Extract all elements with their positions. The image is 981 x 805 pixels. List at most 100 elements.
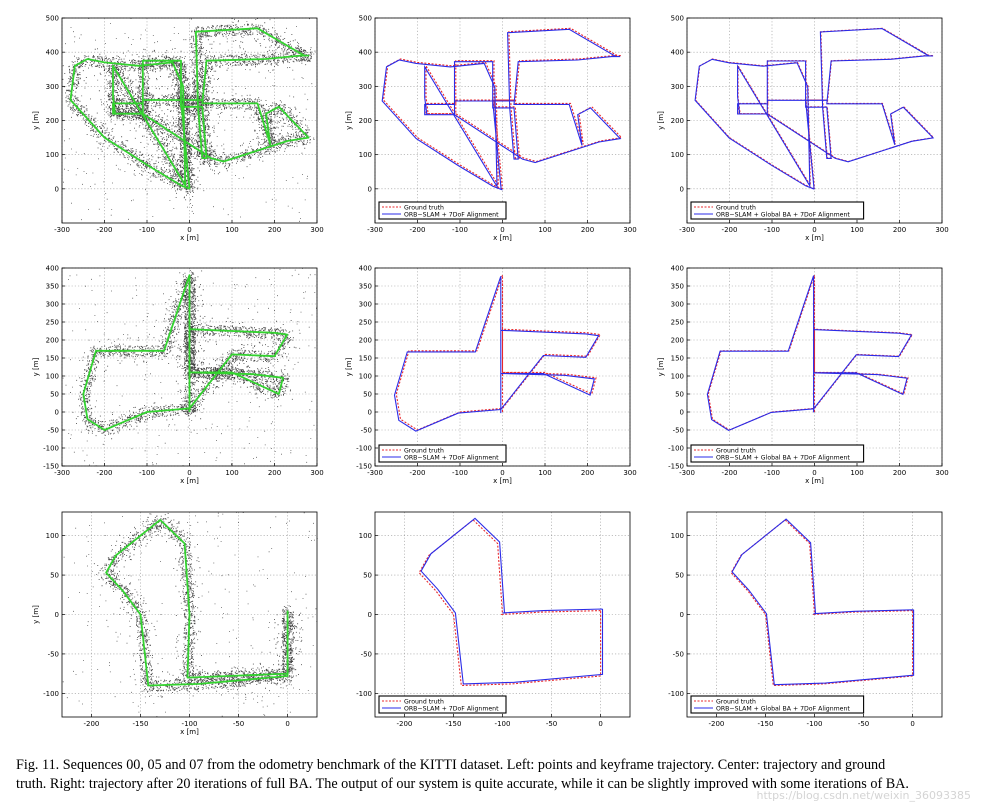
chart-3-ytick-label: 0 [55, 409, 59, 417]
chart-3-ytick-label: 250 [46, 319, 59, 327]
chart-6-xtick-label: -200 [83, 720, 99, 728]
chart-2-ytick-label: 0 [680, 185, 684, 193]
chart-3-ytick-label: 100 [46, 373, 59, 381]
chart-1-xtick-label: 200 [581, 226, 594, 234]
chart-0-xtick-label: 200 [268, 226, 281, 234]
chart-4-xtick-label: 300 [623, 469, 636, 477]
watermark: https://blog.csdn.net/weixin_36093385 [756, 789, 971, 802]
plot-seq00-points: -300 -200 -100 0 100 200 300 0 100 200 300 400 500 x … [32, 15, 324, 243]
chart-5-ytick-label: 150 [671, 355, 684, 363]
chart-8-legend-label-ground-truth: Ground truth [716, 698, 756, 705]
chart-2-xtick-label: 100 [850, 226, 863, 234]
chart-3-ytick-label: 350 [46, 283, 59, 291]
chart-6-map-points [62, 512, 318, 717]
chart-5-ytick-label: 250 [671, 319, 684, 327]
chart-4-ytick-label: 300 [359, 301, 372, 309]
chart-2-ytick-label: 200 [671, 117, 684, 125]
chart-8-xtick-label: -100 [807, 720, 823, 728]
chart-7-xtick-label: -50 [546, 720, 557, 728]
chart-4-ytick-label: 200 [359, 337, 372, 345]
chart-1-legend-label-ground-truth: Ground truth [404, 204, 444, 211]
chart-7-legend-label-estimate: ORB−SLAM + 7DoF Alignment [404, 705, 499, 712]
chart-4-ytick-label: 0 [368, 409, 372, 417]
plot-seq05-global-ba: -300 -200 -100 0 100 200 300 -150 -100 -50 0 50 100 1… [657, 265, 949, 486]
chart-5-legend-label-ground-truth: Ground truth [716, 447, 756, 454]
chart-0-xtick-label: 0 [187, 226, 191, 234]
chart-5-series-ground-truth [707, 275, 914, 431]
chart-1-ytick-label: 500 [359, 15, 372, 23]
chart-7-xtick-label: 0 [598, 720, 602, 728]
chart-7-ytick-label: -50 [361, 650, 372, 658]
chart-4-ytick-label: -150 [356, 463, 372, 471]
chart-1-xtick-label: 300 [623, 226, 636, 234]
chart-3-xtick-label: 300 [310, 469, 323, 477]
chart-6-ytick-label: 0 [55, 611, 59, 619]
chart-8-xtick-label: -150 [758, 720, 774, 728]
chart-7-xtick-label: -100 [495, 720, 511, 728]
chart-2-xtick-label: -200 [722, 226, 738, 234]
chart-1-xtick-label: -200 [410, 226, 426, 234]
chart-6-xtick-label: -150 [133, 720, 149, 728]
chart-2-series-estimate [694, 28, 935, 190]
chart-5-xtick-label: -300 [679, 469, 695, 477]
chart-1-ytick-label: 0 [368, 185, 372, 193]
chart-4-xtick-label: 100 [538, 469, 551, 477]
chart-5-xtick-label: 100 [850, 469, 863, 477]
chart-8-xtick-label: 0 [910, 720, 914, 728]
chart-8-ytick-label: 0 [680, 611, 684, 619]
plot-seq00-orb-slam: -300 -200 -100 0 100 200 300 0 100 200 300 400 500 x … [345, 15, 637, 243]
chart-3-ytick-label: 150 [46, 355, 59, 363]
chart-5-series-estimate [706, 275, 913, 432]
chart-5-legend-label-estimate: ORB−SLAM + Global BA + 7DoF Alignment [716, 454, 850, 461]
chart-7-legend-box [378, 695, 507, 714]
chart-3-ytick-label: 300 [46, 301, 59, 309]
chart-7-ytick-label: 50 [363, 572, 372, 580]
chart-0-xtick-label: 300 [310, 226, 323, 234]
chart-2-xtick-label: 300 [935, 226, 948, 234]
chart-3-ytick-label: 400 [46, 265, 59, 273]
chart-2-ytick-label: 100 [671, 151, 684, 159]
chart-2-legend-label-ground-truth: Ground truth [716, 204, 756, 211]
chart-1-ytick-label: 100 [359, 151, 372, 159]
chart-1-xlabel: x [m] [493, 234, 512, 242]
chart-8-ytick-label: 100 [671, 532, 684, 540]
chart-5-ytick-label: 400 [671, 265, 684, 273]
chart-6-xtick-label: -50 [233, 720, 244, 728]
chart-4-ylabel: y [m] [345, 357, 353, 376]
chart-0-ytick-label: 200 [46, 117, 59, 125]
chart-3-ylabel: y [m] [32, 357, 40, 376]
chart-2-xlabel: x [m] [805, 234, 824, 242]
chart-4-series-estimate [393, 276, 600, 432]
chart-7-legend-label-ground-truth: Ground truth [404, 698, 444, 705]
chart-6-ylabel: y [m] [32, 605, 40, 624]
chart-2-legend-box [690, 201, 865, 220]
chart-1-xtick-label: -100 [452, 226, 468, 234]
chart-5-xlabel: x [m] [805, 477, 824, 485]
plot-seq05-points: -300 -200 -100 0 100 200 300 -150 -100 -50 0 50 100 1… [32, 265, 324, 486]
chart-3-xtick-label: 0 [187, 469, 191, 477]
chart-5-ytick-label: 100 [671, 373, 684, 381]
chart-1-xtick-label: 100 [538, 226, 551, 234]
chart-4-ytick-label: 350 [359, 283, 372, 291]
chart-4-legend-label-estimate: ORB−SLAM + 7DoF Alignment [404, 454, 499, 461]
chart-3-xtick-label: -200 [97, 469, 113, 477]
chart-6-ytick-label: -100 [43, 690, 59, 698]
chart-0-ytick-label: 100 [46, 151, 59, 159]
chart-4-legend-box [378, 444, 507, 463]
chart-5-xtick-label: 200 [893, 469, 906, 477]
chart-5-ytick-label: 350 [671, 283, 684, 291]
chart-7-series-estimate [420, 517, 604, 685]
chart-8-ytick-label: -100 [668, 690, 684, 698]
chart-3-ytick-label: 50 [50, 391, 59, 399]
chart-8-ytick-label: 50 [675, 572, 684, 580]
chart-7-ytick-label: 0 [368, 611, 372, 619]
chart-0-xtick-label: -300 [54, 226, 70, 234]
chart-4-legend-label-ground-truth: Ground truth [404, 447, 444, 454]
chart-4-ytick-label: 100 [359, 373, 372, 381]
chart-5-xtick-label: 300 [935, 469, 948, 477]
